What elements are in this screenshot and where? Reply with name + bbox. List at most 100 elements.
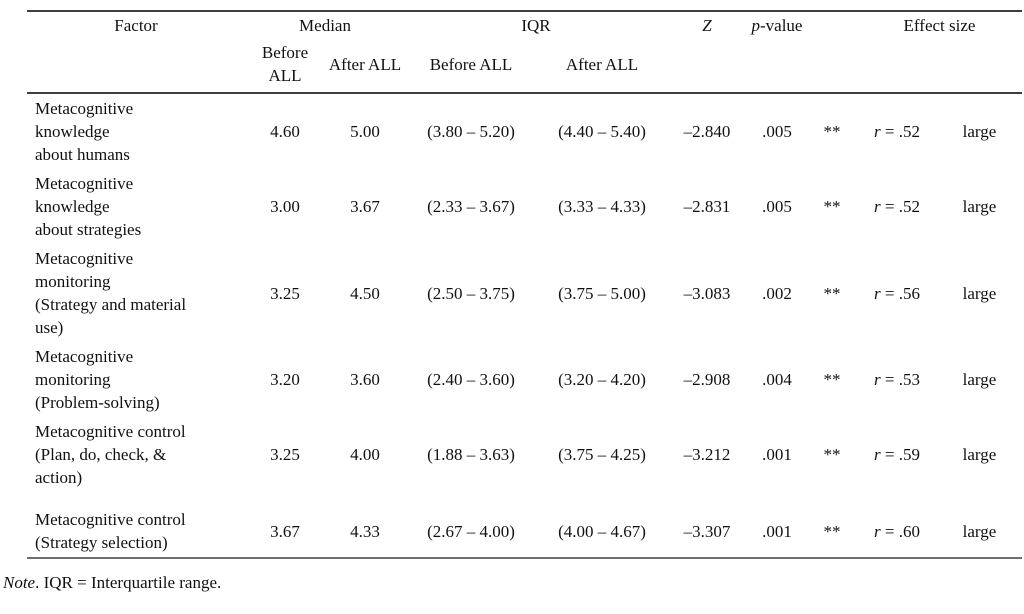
iqr-before-cell: (2.50 – 3.75) <box>427 283 515 303</box>
header-z: Z <box>702 16 712 35</box>
r-symbol: r <box>874 283 881 303</box>
header-sig-spacer <box>807 11 857 93</box>
iqr-after-cell: (3.75 – 4.25) <box>558 445 646 464</box>
header-p-value: p-value <box>747 11 807 93</box>
header-p-rest: -value <box>760 16 803 35</box>
sig-threshold: < .01. <box>33 610 76 614</box>
note-text: . IQR = Interquartile range. <box>35 573 222 592</box>
header-median: Median <box>299 16 351 35</box>
note-significance: ** p < .01. <box>3 608 1024 614</box>
z-cell: –2.840 <box>683 122 731 141</box>
r-value: = .56 <box>880 283 920 303</box>
header-median-after: After ALL <box>328 54 402 74</box>
sig-cell: ** <box>823 283 841 303</box>
sig-cell: ** <box>823 197 841 216</box>
median-after-cell: 3.67 <box>350 197 380 216</box>
header-iqr-after: After ALL <box>565 54 639 74</box>
r-value: = .53 <box>880 370 920 389</box>
iqr-after-cell: (4.40 – 5.40) <box>558 122 646 141</box>
z-cell: –3.212 <box>683 445 731 464</box>
p-cell: .001 <box>762 521 792 541</box>
r-value: = .52 <box>880 122 920 141</box>
r-symbol: r <box>874 445 881 464</box>
r-symbol: r <box>874 197 881 216</box>
effect-r-cell: r = .52 <box>857 93 937 169</box>
sig-stars: ** <box>3 610 24 614</box>
note-iqr: Note. IQR = Interquartile range. <box>3 571 1024 594</box>
effect-r-cell: r = .53 <box>857 342 937 417</box>
iqr-before-cell: (2.67 – 4.00) <box>427 521 515 541</box>
r-value: = .60 <box>880 521 920 541</box>
median-after-cell: 4.00 <box>350 445 380 464</box>
median-before-cell: 3.20 <box>270 370 300 389</box>
header-effect-size: Effect size <box>903 16 976 35</box>
iqr-before-cell: (1.88 – 3.63) <box>427 445 515 464</box>
iqr-after-cell: (3.33 – 4.33) <box>558 197 646 216</box>
table-header: Factor Median IQR Z p-value Effect size … <box>27 11 1022 93</box>
r-symbol: r <box>874 122 881 141</box>
factor-cell: Metacognitive control (Strategy selectio… <box>35 510 186 552</box>
sig-cell: ** <box>823 445 841 464</box>
iqr-after-cell: (3.20 – 4.20) <box>558 370 646 389</box>
effect-magnitude-cell: large <box>962 445 997 464</box>
table-row: Metacognitive knowledge about strategies… <box>27 169 1022 244</box>
header-factor: Factor <box>114 16 158 35</box>
median-before-cell: 3.25 <box>270 283 300 303</box>
effect-magnitude-cell: large <box>962 521 997 541</box>
median-after-cell: 4.50 <box>350 283 380 303</box>
effect-magnitude-cell: large <box>962 197 997 216</box>
median-before-cell: 3.00 <box>270 197 300 216</box>
z-cell: –3.083 <box>683 283 731 303</box>
header-iqr-before: Before ALL <box>429 54 513 74</box>
results-table: Factor Median IQR Z p-value Effect size … <box>27 10 1022 559</box>
median-after-cell: 3.60 <box>350 370 380 389</box>
sig-cell: ** <box>823 521 841 541</box>
table-row: Metacognitive knowledge about humans 4.6… <box>27 93 1022 169</box>
factor-cell: Metacognitive monitoring (Strategy and m… <box>35 249 187 337</box>
sig-cell: ** <box>823 122 841 141</box>
header-iqr: IQR <box>521 16 551 35</box>
z-cell: –2.908 <box>683 370 731 389</box>
table-notes: Note. IQR = Interquartile range. ** p < … <box>3 571 1024 614</box>
factor-cell: Metacognitive knowledge about humans <box>35 99 134 164</box>
iqr-before-cell: (3.80 – 5.20) <box>427 122 515 141</box>
p-cell: .001 <box>762 445 792 464</box>
table-row: Metacognitive control (Plan, do, check, … <box>27 417 1022 492</box>
factor-cell: Metacognitive monitoring (Problem-solvin… <box>35 347 160 412</box>
r-value: = .59 <box>880 445 920 464</box>
iqr-before-cell: (2.40 – 3.60) <box>427 370 515 389</box>
z-cell: –3.307 <box>683 521 731 541</box>
effect-r-cell: r = .56 <box>857 244 937 342</box>
factor-cell: Metacognitive control (Plan, do, check, … <box>35 422 186 487</box>
median-before-cell: 3.67 <box>270 521 300 541</box>
iqr-after-cell: (4.00 – 4.67) <box>558 521 646 541</box>
median-before-cell: 4.60 <box>270 122 300 141</box>
median-after-cell: 5.00 <box>350 122 380 141</box>
p-cell: .002 <box>762 283 792 303</box>
header-median-before: Before ALL <box>261 43 309 85</box>
median-before-cell: 3.25 <box>270 445 300 464</box>
table-body: Metacognitive knowledge about humans 4.6… <box>27 93 1022 558</box>
table-row: Metacognitive control (Strategy selectio… <box>27 492 1022 558</box>
r-symbol: r <box>874 370 881 389</box>
effect-magnitude-cell: large <box>962 283 997 303</box>
z-cell: –2.831 <box>683 197 731 216</box>
table-row: Metacognitive monitoring (Problem-solvin… <box>27 342 1022 417</box>
p-cell: .005 <box>762 197 792 216</box>
table-row: Metacognitive monitoring (Strategy and m… <box>27 244 1022 342</box>
effect-r-cell: r = .60 <box>857 492 937 558</box>
sig-p-symbol: p <box>24 610 33 614</box>
iqr-before-cell: (2.33 – 3.67) <box>427 197 515 216</box>
iqr-after-cell: (3.75 – 5.00) <box>558 283 646 303</box>
factor-cell: Metacognitive knowledge about strategies <box>35 174 142 239</box>
effect-r-cell: r = .59 <box>857 417 937 492</box>
note-word: Note <box>3 573 36 592</box>
median-after-cell: 4.33 <box>350 521 380 541</box>
p-cell: .005 <box>762 122 792 141</box>
effect-r-cell: r = .52 <box>857 169 937 244</box>
effect-magnitude-cell: large <box>962 370 997 389</box>
r-symbol: r <box>874 521 881 541</box>
effect-magnitude-cell: large <box>962 122 997 141</box>
p-cell: .004 <box>762 370 792 389</box>
